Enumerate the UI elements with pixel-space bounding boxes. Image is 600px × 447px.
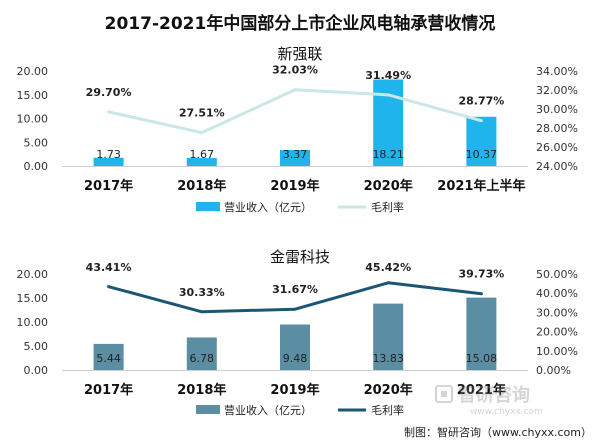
footer-credit: 制图：智研咨询（www.chyxx.com）: [404, 425, 592, 439]
line-point: [107, 285, 111, 289]
left-axis-tick-label: 5.00: [24, 340, 49, 353]
bar-value-label: 6.78: [190, 352, 215, 365]
category-label: 2017年: [84, 178, 133, 194]
category-label: 2020年: [364, 382, 413, 398]
category-label: 2021年: [457, 382, 506, 398]
line-value-label: 29.70%: [86, 86, 132, 99]
line-value-label: 27.51%: [179, 107, 225, 120]
left-axis-tick-label: 10.00: [17, 113, 49, 126]
right-axis-tick-label: 30.00%: [536, 306, 578, 319]
left-axis-tick-label: 0.00: [24, 364, 49, 377]
line-value-label: 31.49%: [365, 69, 411, 82]
bar: [373, 303, 404, 370]
bar: [93, 157, 124, 166]
watermark: 智研咨询 www.chyxx.com: [435, 384, 543, 417]
line-point: [200, 131, 204, 135]
bar: [280, 149, 310, 166]
bar-value-label: 13.83: [372, 352, 404, 365]
page-title: 2017-2021年中国部分上市企业风电轴承营收情况: [105, 13, 496, 34]
left-axis-tick-label: 20.00: [17, 268, 49, 281]
line-point: [293, 88, 297, 92]
category-label: 2017年: [84, 382, 133, 398]
bar: [186, 337, 217, 370]
watermark-url: www.chyxx.com: [470, 407, 543, 417]
left-axis-tick-label: 5.00: [24, 136, 49, 149]
watermark-logo-inner: [441, 391, 447, 397]
chart-panel-xinqianglian: 新强联 20.00 15.00 10.00 5.00 0.00 34.00% 32.00% 30…: [17, 45, 578, 214]
category-label: 2018年: [177, 382, 226, 398]
right-axis-tick-label: 20.00%: [536, 326, 578, 339]
chart-panel-jinlei: 金雷科技 20.00 15.00 10.00 5.00 0.00 50.00% 40.00% 3…: [17, 248, 578, 417]
line-point: [293, 307, 297, 311]
right-axis-tick-label: 26.00%: [536, 141, 578, 154]
bar: [466, 297, 497, 370]
chart-title: 新强联: [277, 45, 322, 63]
watermark-logo-icon: [435, 385, 453, 403]
legend-bar-swatch: [196, 202, 220, 211]
line-value-label: 28.77%: [458, 95, 504, 108]
legend-bar-swatch: [196, 405, 220, 414]
right-axis-tick-label: 32.00%: [536, 84, 578, 97]
legend: 营业收入（亿元） 毛利率: [196, 403, 404, 417]
legend-line-label: 毛利率: [371, 200, 404, 214]
legend-line-label: 毛利率: [371, 403, 404, 417]
bar: [280, 324, 310, 370]
left-axis-tick-label: 15.00: [17, 292, 49, 305]
right-axis-tick-label: 34.00%: [536, 65, 578, 78]
bar-value-label: 1.67: [190, 148, 215, 161]
legend-bar-label: 营业收入（亿元）: [224, 200, 312, 214]
bar-value-label: 5.44: [96, 352, 121, 365]
right-axis-tick-label: 30.00%: [536, 103, 578, 116]
bar: [93, 343, 124, 370]
left-axis-tick-label: 10.00: [17, 316, 49, 329]
category-label: 2019年: [270, 178, 319, 194]
margin-line: [108, 88, 482, 135]
bar: [186, 158, 217, 166]
right-axis-tick-label: 24.00%: [536, 160, 578, 173]
chart-title: 金雷科技: [270, 248, 330, 266]
right-axis-tick-label: 40.00%: [536, 287, 578, 300]
right-axis-tick-label: 28.00%: [536, 122, 578, 135]
line-value-label: 31.67%: [272, 283, 318, 296]
left-axis-tick-label: 15.00: [17, 89, 49, 102]
bar-value-label: 15.08: [466, 352, 498, 365]
line-point: [386, 93, 390, 97]
line-value-label: 45.42%: [365, 261, 411, 274]
right-axis-tick-label: 0.00%: [536, 364, 571, 377]
line-point: [479, 119, 483, 123]
bar-value-label: 3.37: [283, 148, 308, 161]
bar: [466, 116, 497, 166]
category-label: 2020年: [364, 178, 413, 194]
left-axis-tick-label: 0.00: [24, 160, 49, 173]
category-label: 2018年: [177, 178, 226, 194]
right-axis-tick-label: 50.00%: [536, 268, 578, 281]
line-point: [200, 310, 204, 314]
bar-value-label: 1.73: [96, 148, 121, 161]
right-axis-tick-label: 10.00%: [536, 345, 578, 358]
line-value-label: 30.33%: [179, 286, 225, 299]
legend: 营业收入（亿元） 毛利率: [196, 200, 404, 214]
line-value-label: 43.41%: [86, 261, 132, 274]
category-label: 2019年: [270, 382, 319, 398]
line-point: [479, 292, 483, 296]
bar-value-label: 10.37: [466, 148, 498, 161]
bar-value-label: 18.21: [372, 148, 404, 161]
bar-value-label: 9.48: [283, 352, 308, 365]
category-label: 2021年上半年: [437, 178, 525, 194]
line-point: [386, 281, 390, 285]
line-value-label: 32.03%: [272, 64, 318, 77]
line-value-label: 39.73%: [458, 268, 504, 281]
watermark-brand: 智研咨询: [458, 384, 530, 406]
left-axis-tick-label: 20.00: [17, 65, 49, 78]
line-point: [107, 110, 111, 114]
legend-bar-label: 营业收入（亿元）: [224, 403, 312, 417]
